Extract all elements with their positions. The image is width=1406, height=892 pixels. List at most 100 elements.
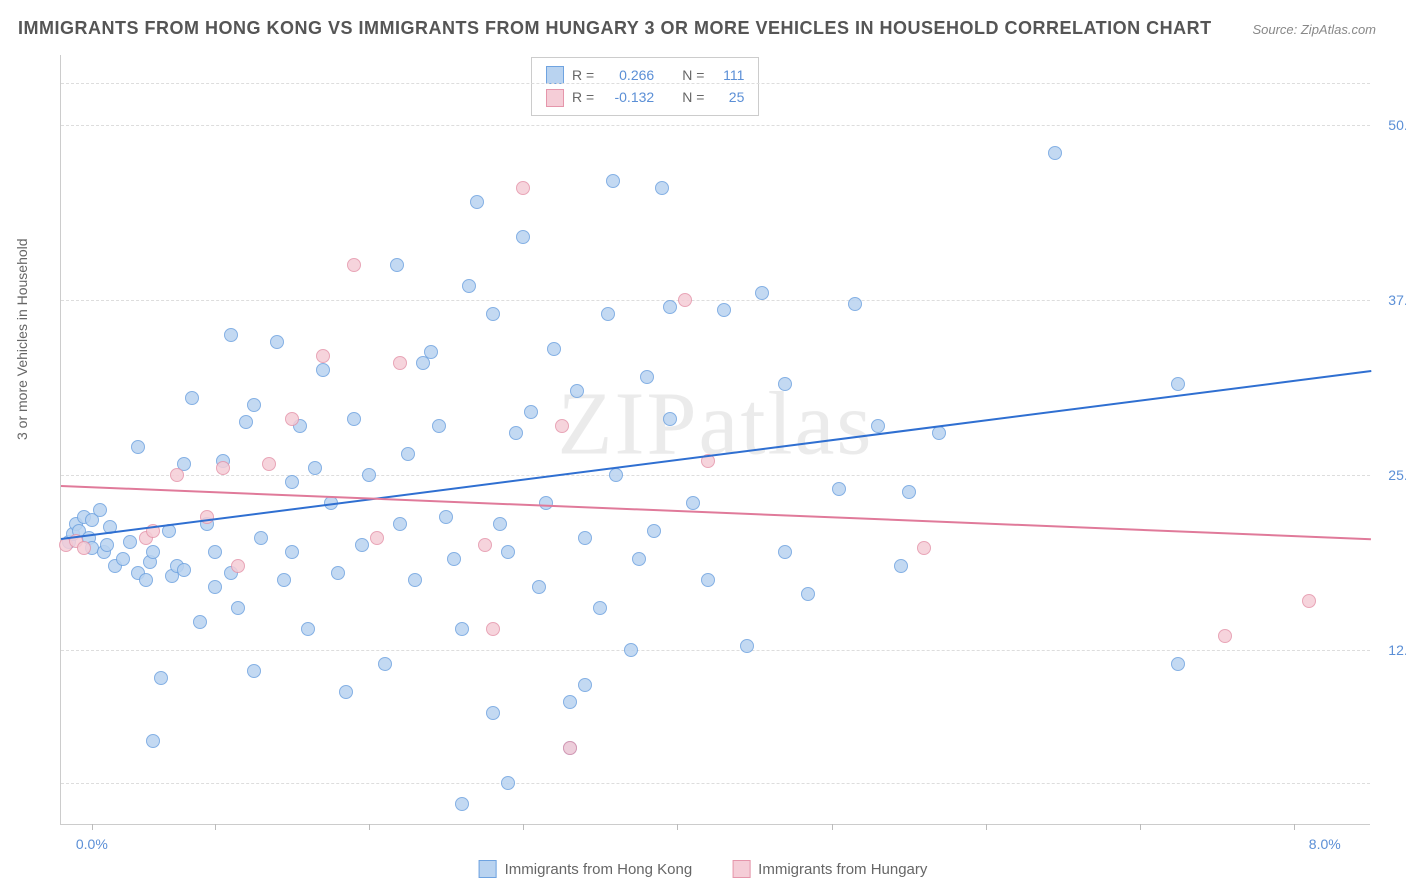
data-point (501, 545, 515, 559)
chart-title: IMMIGRANTS FROM HONG KONG VS IMMIGRANTS … (18, 18, 1212, 39)
data-point (432, 419, 446, 433)
data-point (740, 639, 754, 653)
x-tick (369, 824, 370, 830)
data-point (408, 573, 422, 587)
legend-label: Immigrants from Hungary (758, 861, 927, 878)
data-point (632, 552, 646, 566)
data-point (478, 538, 492, 552)
data-point (509, 426, 523, 440)
data-point (231, 601, 245, 615)
legend-swatch (546, 66, 564, 84)
data-point (640, 370, 654, 384)
data-point (563, 695, 577, 709)
data-point (717, 303, 731, 317)
data-point (563, 741, 577, 755)
data-point (308, 461, 322, 475)
data-point (578, 678, 592, 692)
data-point (555, 419, 569, 433)
x-tick (986, 824, 987, 830)
data-point (331, 566, 345, 580)
data-point (316, 363, 330, 377)
data-point (1048, 146, 1062, 160)
data-point (902, 485, 916, 499)
data-point (755, 286, 769, 300)
data-point (1171, 377, 1185, 391)
data-point (606, 174, 620, 188)
data-point (832, 482, 846, 496)
data-point (390, 258, 404, 272)
gridline-horizontal (61, 83, 1370, 84)
data-point (624, 643, 638, 657)
data-point (439, 510, 453, 524)
gridline-horizontal (61, 300, 1370, 301)
y-tick-label: 12.5% (1378, 642, 1406, 658)
x-tick (832, 824, 833, 830)
data-point (848, 297, 862, 311)
data-point (539, 496, 553, 510)
data-point (678, 293, 692, 307)
data-point (932, 426, 946, 440)
data-point (455, 622, 469, 636)
data-point (224, 328, 238, 342)
data-point (254, 531, 268, 545)
data-point (701, 573, 715, 587)
data-point (493, 517, 507, 531)
data-point (231, 559, 245, 573)
data-point (301, 622, 315, 636)
data-point (1171, 657, 1185, 671)
data-point (778, 545, 792, 559)
data-point (686, 496, 700, 510)
data-point (593, 601, 607, 615)
data-point (285, 412, 299, 426)
gridline-horizontal (61, 650, 1370, 651)
data-point (139, 573, 153, 587)
data-point (871, 419, 885, 433)
legend-swatch (546, 89, 564, 107)
data-point (100, 538, 114, 552)
data-point (370, 531, 384, 545)
data-point (193, 615, 207, 629)
data-point (339, 685, 353, 699)
data-point (347, 412, 361, 426)
data-point (131, 440, 145, 454)
y-tick-label: 37.5% (1378, 292, 1406, 308)
data-point (470, 195, 484, 209)
data-point (663, 412, 677, 426)
x-tick (215, 824, 216, 830)
data-point (917, 541, 931, 555)
data-point (185, 391, 199, 405)
x-tick (1140, 824, 1141, 830)
data-point (146, 545, 160, 559)
gridline-horizontal (61, 475, 1370, 476)
data-point (77, 541, 91, 555)
data-point (894, 559, 908, 573)
data-point (486, 622, 500, 636)
x-tick (92, 824, 93, 830)
n-label: N = (682, 86, 704, 108)
x-tick (677, 824, 678, 830)
data-point (501, 776, 515, 790)
data-point (393, 517, 407, 531)
data-point (316, 349, 330, 363)
data-point (116, 552, 130, 566)
data-point (424, 345, 438, 359)
legend-row: R =-0.132N =25 (546, 86, 744, 108)
data-point (1218, 629, 1232, 643)
gridline-horizontal (61, 125, 1370, 126)
data-point (516, 230, 530, 244)
legend-swatch (732, 860, 750, 878)
data-point (277, 573, 291, 587)
data-point (1302, 594, 1316, 608)
data-point (532, 580, 546, 594)
y-axis-label: 3 or more Vehicles in Household (14, 238, 30, 440)
data-point (609, 468, 623, 482)
data-point (123, 535, 137, 549)
x-tick (523, 824, 524, 830)
data-point (154, 671, 168, 685)
y-tick-label: 50.0% (1378, 117, 1406, 133)
data-point (208, 580, 222, 594)
data-point (401, 447, 415, 461)
legend-label: Immigrants from Hong Kong (505, 861, 693, 878)
data-point (355, 538, 369, 552)
legend-item: Immigrants from Hong Kong (479, 860, 693, 878)
